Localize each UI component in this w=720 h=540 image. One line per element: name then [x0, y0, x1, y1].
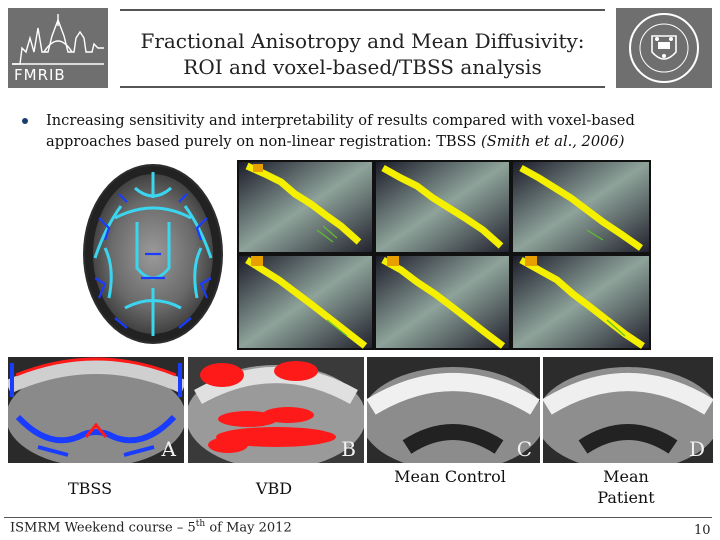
panel-a-tbss: A [8, 357, 184, 463]
bullet-marker [22, 118, 28, 124]
caption-mean-patient-line-1: Mean [603, 467, 649, 486]
footer-course: ISMRM Weekend course – 5th of May 2012 [10, 519, 292, 535]
bullet-citation: (Smith et al., 2006) [481, 133, 625, 150]
caption-mean-control: Mean Control [394, 467, 506, 486]
oxford-crest-icon [629, 13, 699, 83]
panel-d-letter: D [688, 437, 705, 461]
title-line-1: Fractional Anisotropy and Mean Diffusivi… [140, 29, 585, 53]
footer-rule [4, 517, 712, 518]
skeleton-projection-tiles [237, 160, 651, 350]
panel-c-mean-control: C [367, 357, 540, 463]
footer-course-sup: th [195, 519, 206, 529]
caption-mean-patient-line-2: Patient [597, 488, 655, 507]
fmrib-logo: FMRIB [8, 8, 108, 88]
title-rule-bottom [120, 86, 605, 88]
panel-b-vbd: B [188, 357, 364, 463]
panel-a-letter: A [161, 437, 176, 461]
title-line-2: ROI and voxel-based/TBSS analysis [183, 55, 542, 79]
fmrib-logo-text: FMRIB [14, 66, 66, 84]
panel-c-letter: C [516, 437, 532, 461]
caption-vbd: VBD [255, 479, 293, 498]
caption-tbss: TBSS [67, 479, 113, 498]
panel-d-mean-patient: D [543, 357, 713, 463]
bullet-body: Increasing sensitivity and interpretabil… [46, 112, 635, 150]
title-rule-top [120, 9, 605, 11]
page-number: 10 [694, 523, 711, 538]
caption-mean-patient: Mean Patient [566, 466, 686, 508]
page-title: Fractional Anisotropy and Mean Diffusivi… [120, 28, 605, 80]
panel-b-letter: B [341, 437, 356, 461]
footer-course-suffix: of May 2012 [205, 520, 292, 536]
bullet-text: Increasing sensitivity and interpretabil… [46, 110, 706, 152]
oxford-crest-logo [616, 8, 712, 88]
fmrib-skyline-icon [12, 14, 104, 65]
fa-skeleton-brain-image [75, 158, 232, 350]
footer-course-prefix: ISMRM Weekend course – 5 [10, 520, 196, 536]
